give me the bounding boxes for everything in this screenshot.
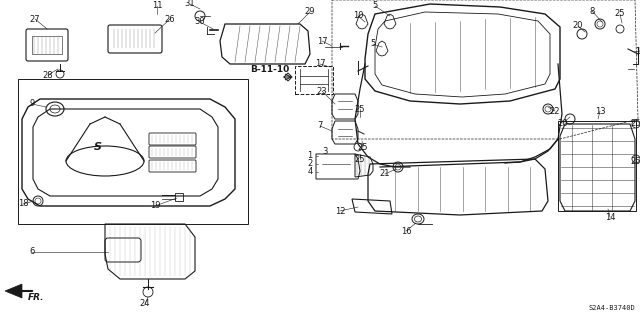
Bar xyxy=(558,121,636,211)
Text: 25: 25 xyxy=(615,10,625,19)
Text: 3: 3 xyxy=(323,146,328,155)
Text: 22: 22 xyxy=(550,107,560,115)
Text: 29: 29 xyxy=(305,8,316,17)
Text: 30: 30 xyxy=(195,18,205,26)
Text: 6: 6 xyxy=(29,248,35,256)
Text: 17: 17 xyxy=(317,36,327,46)
Text: 25: 25 xyxy=(631,157,640,166)
Text: 16: 16 xyxy=(401,226,412,235)
Text: 24: 24 xyxy=(140,300,150,308)
Text: 21: 21 xyxy=(380,169,390,179)
Text: 25: 25 xyxy=(355,154,365,164)
Text: 25: 25 xyxy=(631,120,640,129)
Text: 26: 26 xyxy=(164,14,175,24)
Text: 23: 23 xyxy=(317,86,327,95)
Bar xyxy=(32,36,62,54)
Text: B-11-10: B-11-10 xyxy=(250,64,290,73)
Bar xyxy=(18,79,248,224)
Polygon shape xyxy=(5,284,22,298)
Text: 13: 13 xyxy=(595,107,605,115)
Text: 17: 17 xyxy=(315,60,325,69)
Text: 25: 25 xyxy=(355,105,365,114)
Text: 7: 7 xyxy=(317,122,323,130)
Text: 18: 18 xyxy=(18,199,28,209)
Text: S: S xyxy=(94,142,102,152)
Bar xyxy=(175,193,183,201)
Text: 19: 19 xyxy=(150,202,160,211)
Text: 20: 20 xyxy=(557,118,568,128)
Text: 28: 28 xyxy=(43,70,53,79)
Text: 10: 10 xyxy=(353,11,364,20)
Text: 25: 25 xyxy=(358,143,368,152)
Text: S2A4-B3740D: S2A4-B3740D xyxy=(588,305,635,311)
Text: 14: 14 xyxy=(605,212,615,221)
Text: 4: 4 xyxy=(307,167,312,176)
Text: 15: 15 xyxy=(635,47,640,56)
Text: 11: 11 xyxy=(152,2,163,11)
Text: 1: 1 xyxy=(307,152,312,160)
Text: 27: 27 xyxy=(29,14,40,24)
Text: 9: 9 xyxy=(29,100,35,108)
Text: 12: 12 xyxy=(335,206,345,216)
Text: 31: 31 xyxy=(185,0,195,9)
Text: 2: 2 xyxy=(307,160,312,168)
Text: 8: 8 xyxy=(589,6,595,16)
Text: 5: 5 xyxy=(372,2,378,11)
Text: FR.: FR. xyxy=(28,293,45,301)
Text: 20: 20 xyxy=(573,21,583,31)
Text: 5: 5 xyxy=(371,40,376,48)
